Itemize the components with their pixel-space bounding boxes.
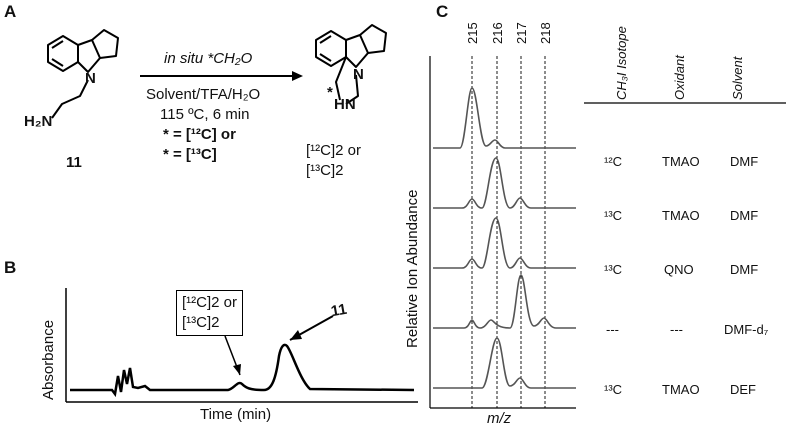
spectra-x-label: m/z xyxy=(487,410,512,427)
product-methylene-bridge xyxy=(335,56,347,101)
isotope-line-1: * = [¹²C] or xyxy=(163,126,236,143)
row-5-solvent: DEF xyxy=(730,382,756,397)
reaction-conditions-line-2: 115 ºC, 6 min xyxy=(160,106,250,123)
mz-tick-215: 215 xyxy=(465,22,480,44)
reactant-n-atom: N xyxy=(85,70,96,87)
reactant-ethylamine-chain xyxy=(51,79,89,119)
isotope-line-2: * = [¹³C] xyxy=(163,146,217,163)
product-star-marker: * xyxy=(327,84,333,101)
spectrum-row-3 xyxy=(433,217,576,269)
spectrum-row-1 xyxy=(433,87,576,149)
product-peak-arrow-head xyxy=(233,364,241,375)
spectra-y-label: Relative Ion Abundance xyxy=(404,189,421,348)
row-2-solvent: DMF xyxy=(730,208,759,223)
reaction-conditions-line-1: Solvent/TFA/H₂O xyxy=(146,86,261,103)
reactant-compound-number: 11 xyxy=(66,154,82,171)
row-3-isotope: ¹³C xyxy=(604,262,623,277)
peak-11-arrow-head xyxy=(290,330,302,340)
spectrum-row-4 xyxy=(433,274,576,329)
row-4-solvent: DMF-d₇ xyxy=(724,322,769,337)
mz-tick-218: 218 xyxy=(538,22,553,44)
row-2-oxidant: TMAO xyxy=(662,208,700,223)
row-5-oxidant: TMAO xyxy=(662,382,700,397)
row-5-isotope: ¹³C xyxy=(604,382,623,397)
header-isotope: CH₃I Isotope xyxy=(614,26,629,100)
product-n-atom: N xyxy=(353,66,364,83)
panel-b-letter: B xyxy=(4,258,17,277)
row-1-oxidant: TMAO xyxy=(662,154,700,169)
row-3-solvent: DMF xyxy=(730,262,759,277)
row-1-solvent: DMF xyxy=(730,154,759,169)
spectrum-row-2 xyxy=(433,157,576,209)
reactant-amine-label: H₂N xyxy=(24,113,53,130)
row-1-isotope: ¹²C xyxy=(604,154,623,169)
product-cyclopentane-ring xyxy=(359,24,387,54)
mz-tick-217: 217 xyxy=(514,22,529,44)
reaction-reagent-label: in situ *CH₂O xyxy=(164,50,253,67)
product-hn-atom: HN xyxy=(334,96,356,113)
reaction-arrow-head xyxy=(292,71,303,81)
reactant-cyclopentane-ring xyxy=(91,29,119,59)
header-oxidant: Oxidant xyxy=(672,55,687,100)
product-diazepine-ring xyxy=(345,74,359,105)
row-2-isotope: ¹³C xyxy=(604,208,623,223)
chromatogram-x-label: Time (min) xyxy=(200,406,272,423)
reaction-scheme-structures xyxy=(47,24,387,119)
product-peak-callout-line-2: [¹³C]2 xyxy=(182,314,220,331)
panel-a-letter: A xyxy=(4,2,17,21)
spectrum-row-5 xyxy=(433,337,576,389)
product-peak-callout-box: [¹²C]2 or [¹³C]2 xyxy=(176,290,244,336)
row-4-oxidant: --- xyxy=(670,322,683,337)
chromatogram-trace xyxy=(70,343,415,398)
mz-tick-216: 216 xyxy=(490,22,505,44)
panel-c-letter: C xyxy=(436,2,449,21)
product-label-line-1: [¹²C]2 or xyxy=(306,142,362,159)
product-label-line-2: [¹³C]2 xyxy=(306,162,344,179)
hplc-chromatogram xyxy=(65,288,418,403)
row-4-isotope: --- xyxy=(606,322,619,337)
product-peak-callout-line-1: [¹²C]2 or xyxy=(182,294,238,311)
header-solvent: Solvent xyxy=(730,56,745,100)
row-3-oxidant: QNO xyxy=(664,262,694,277)
